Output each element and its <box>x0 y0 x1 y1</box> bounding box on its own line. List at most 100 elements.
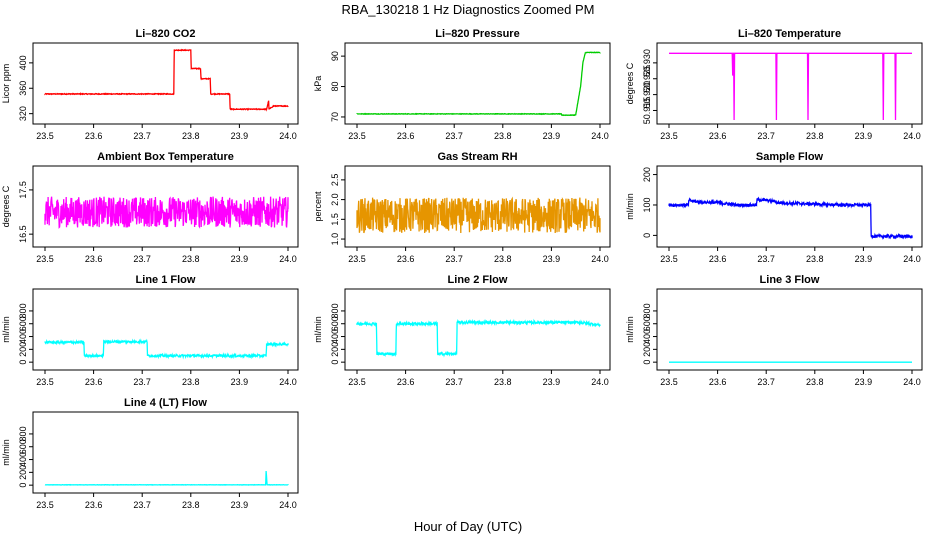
series-line-box_temp <box>44 196 289 229</box>
x-tick-label: 23.9 <box>855 131 873 141</box>
panel-sample_flow: Sample Flow ml/min 23.5 23.6 23.7 23.8 23.9 24.… <box>625 151 923 264</box>
y-tick-label: 0 <box>18 483 28 488</box>
panel-title: Gas Stream RH <box>437 151 517 163</box>
y-tick-label: 400 <box>18 452 28 467</box>
x-tick-label: 23.5 <box>660 377 678 387</box>
x-tick-label: 23.5 <box>36 500 54 510</box>
panel-co2: Li–820 CO2 Licor ppm 23.5 23.6 23.7 23.8 23.9 2… <box>1 28 299 141</box>
series-line-line1_flow <box>44 338 289 360</box>
y-tick-label: 200 <box>18 465 28 480</box>
y-axis-label: ml/min <box>313 316 323 343</box>
x-tick-label: 23.6 <box>709 377 727 387</box>
y-axis-label: ml/min <box>625 316 635 343</box>
y-tick-label: 600 <box>642 316 652 331</box>
x-tick-label: 23.8 <box>494 377 512 387</box>
x-tick-label: 23.7 <box>133 131 151 141</box>
y-tick-label: 400 <box>642 329 652 344</box>
x-tick-label: 23.8 <box>494 131 512 141</box>
y-tick-label: 0 <box>642 360 652 365</box>
y-tick-label: 1.0 <box>330 233 340 246</box>
series-line-line2_flow <box>356 318 601 358</box>
x-tick-label: 23.9 <box>231 377 249 387</box>
x-tick-label: 24.0 <box>591 131 609 141</box>
y-tick-label: 800 <box>642 303 652 318</box>
y-tick-label: 800 <box>330 303 340 318</box>
x-tick-label: 23.6 <box>397 254 415 264</box>
y-tick-label: 320 <box>18 106 28 121</box>
panel-title: Line 2 Flow <box>448 274 508 286</box>
x-tick-label: 23.7 <box>445 254 463 264</box>
x-tick-label: 24.0 <box>903 254 921 264</box>
y-tick-label: 1.5 <box>330 213 340 226</box>
y-tick-label: 2.5 <box>330 174 340 187</box>
y-tick-label: 0 <box>330 360 340 365</box>
panel-title: Li–820 Pressure <box>435 28 519 40</box>
y-axis-label: kPa <box>313 76 323 92</box>
y-tick-label: 600 <box>330 316 340 331</box>
y-tick-label: 400 <box>18 329 28 344</box>
y-axis-label: ml/min <box>1 316 11 343</box>
x-tick-label: 23.9 <box>231 131 249 141</box>
y-tick-label: 0 <box>642 233 652 238</box>
x-tick-label: 23.5 <box>348 377 366 387</box>
y-axis-label: percent <box>313 191 323 222</box>
plot-frame <box>344 288 611 371</box>
x-tick-label: 24.0 <box>903 131 921 141</box>
y-tick-label: 50.915 <box>642 97 652 125</box>
panel-title: Li–820 CO2 <box>136 28 196 40</box>
y-axis-label: Licor ppm <box>1 64 11 104</box>
plot-frame <box>344 165 611 248</box>
y-tick-label: 600 <box>18 316 28 331</box>
plot-frame <box>32 288 299 371</box>
x-tick-label: 24.0 <box>279 131 297 141</box>
y-axis-label: ml/min <box>1 439 11 466</box>
panel-title: Line 4 (LT) Flow <box>124 397 207 409</box>
panel-title: Li–820 Temperature <box>738 28 841 40</box>
panel-line3_flow: Line 3 Flow ml/min 23.5 23.6 23.7 23.8 23.9 24.… <box>625 274 923 387</box>
panel-title: Sample Flow <box>756 151 824 163</box>
panel-line1_flow: Line 1 Flow ml/min 23.5 23.6 23.7 23.8 23.9 24.… <box>1 274 299 387</box>
panel-title: Line 1 Flow <box>136 274 196 286</box>
panel-licor_temp: Li–820 Temperature degrees C 23.5 23.6 23.7 2… <box>625 28 923 141</box>
series-line-pressure <box>356 51 601 117</box>
x-tick-label: 23.5 <box>36 254 54 264</box>
plot-frame <box>656 42 923 125</box>
plot-frame <box>656 165 923 248</box>
y-tick-label: 200 <box>642 342 652 357</box>
x-tick-label: 23.6 <box>85 254 103 264</box>
y-tick-label: 50.920 <box>642 81 652 109</box>
panel-pressure: Li–820 Pressure kPa 23.5 23.6 23.7 23.8 23.9 24… <box>313 28 611 141</box>
y-tick-label: 800 <box>18 303 28 318</box>
x-tick-label: 23.7 <box>445 131 463 141</box>
x-tick-label: 23.9 <box>543 131 561 141</box>
y-tick-label: 17.5 <box>18 181 28 199</box>
x-tick-label: 23.6 <box>709 131 727 141</box>
y-tick-label: 360 <box>18 81 28 96</box>
x-tick-label: 23.9 <box>543 377 561 387</box>
y-tick-label: 16.5 <box>18 225 28 243</box>
y-tick-label: 600 <box>18 439 28 454</box>
y-tick-label: 90 <box>330 51 340 61</box>
plot-frame <box>32 165 299 248</box>
panel-line2_flow: Line 2 Flow ml/min 23.5 23.6 23.7 23.8 23.9 24.… <box>313 274 611 387</box>
panel-gas_rh: Gas Stream RH percent 23.5 23.6 23.7 23.8 23.9… <box>313 151 611 264</box>
x-tick-label: 23.8 <box>182 254 200 264</box>
y-axis-label: degrees C <box>625 62 635 104</box>
x-tick-label: 23.6 <box>85 131 103 141</box>
series-line-gas_rh <box>356 196 601 234</box>
x-tick-label: 23.9 <box>855 377 873 387</box>
figure-x-label: Hour of Day (UTC) <box>414 519 522 534</box>
y-tick-label: 200 <box>330 342 340 357</box>
y-tick-label: 2.0 <box>330 193 340 206</box>
plot-frame <box>32 411 299 494</box>
x-tick-label: 24.0 <box>903 377 921 387</box>
y-tick-label: 200 <box>642 167 652 182</box>
y-axis-label: ml/min <box>625 193 635 220</box>
x-tick-label: 23.5 <box>660 254 678 264</box>
panels: Li–820 CO2 Licor ppm 23.5 23.6 23.7 23.8 23.9 2… <box>1 28 923 510</box>
plot-frame <box>344 42 611 125</box>
x-tick-label: 23.8 <box>494 254 512 264</box>
x-tick-label: 23.9 <box>543 254 561 264</box>
figure-title: RBA_130218 1 Hz Diagnostics Zoomed PM <box>342 2 595 17</box>
